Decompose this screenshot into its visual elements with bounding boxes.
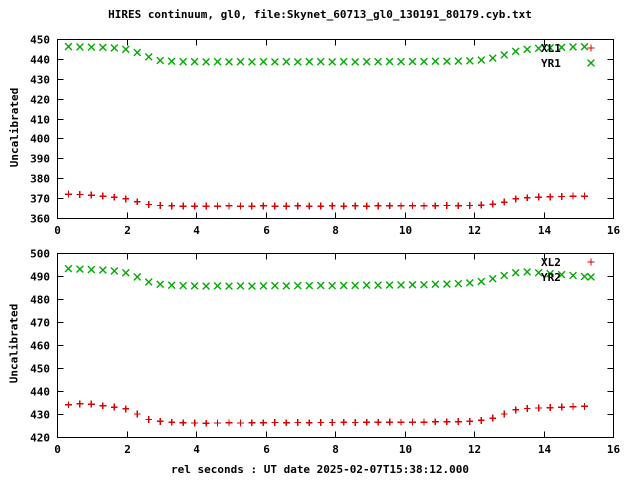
legend-label-XL2: XL2 — [541, 256, 561, 269]
x-tick-label: 6 — [263, 443, 270, 456]
y-tick-label: 420 — [30, 432, 50, 445]
y-tick-label: 480 — [30, 294, 50, 307]
x-tick-label: 2 — [124, 224, 131, 237]
y-tick-label: 370 — [30, 193, 50, 206]
x-tick-label: 12 — [468, 224, 481, 237]
page-title: HIRES continuum, gl0, file:Skynet_60713_… — [108, 8, 532, 21]
y-tick-label: 440 — [30, 54, 50, 67]
x-tick-label: 10 — [399, 224, 412, 237]
x-tick-label: 0 — [54, 443, 61, 456]
x-tick-label: 8 — [332, 224, 339, 237]
y-tick-label: 440 — [30, 386, 50, 399]
x-tick-label: 8 — [332, 443, 339, 456]
legend-label-YR1: YR1 — [541, 57, 561, 70]
series-XL1 — [65, 190, 588, 210]
y-tick-label: 410 — [30, 114, 50, 127]
y-tick-label: 500 — [30, 248, 50, 261]
y-tick-label: 490 — [30, 271, 50, 284]
legend-marker-XL1 — [587, 44, 595, 52]
plot-frame — [57, 253, 614, 438]
x-tick-label: 6 — [263, 224, 270, 237]
x-tick-label: 4 — [193, 224, 200, 237]
x-tick-label: 2 — [124, 443, 131, 456]
y-tick-label: 470 — [30, 317, 50, 330]
series-YR1 — [64, 42, 589, 66]
plot-panel-bottom: 420 430 440 450 460 470 480 490 500 0 2 4 6 8 10 12 14 16… — [30, 248, 620, 457]
legend-marker-YR2 — [587, 273, 595, 281]
plot-panel-top: 360 370 380 390 400 410 420 430 440 450 0 2 4 6 8 10 12 1… — [30, 34, 620, 238]
x-tick-label: 14 — [538, 224, 552, 237]
y-tick-label: 430 — [30, 74, 50, 87]
y-tick-label: 360 — [30, 213, 50, 226]
x-tick-label: 4 — [193, 443, 200, 456]
y-tick-label: 400 — [30, 133, 50, 146]
y-tick-label: 380 — [30, 173, 50, 186]
x-tick-label: 12 — [468, 443, 481, 456]
y-tick-label: 460 — [30, 340, 50, 353]
x-tick-label: 16 — [607, 224, 621, 237]
y-tick-label: 450 — [30, 34, 50, 47]
y-tick-label: 430 — [30, 409, 50, 422]
legend-label-YR2: YR2 — [541, 271, 561, 284]
legend-marker-XL2 — [587, 258, 595, 266]
series-YR2 — [64, 264, 589, 291]
x-tick-label: 10 — [399, 443, 412, 456]
y-tick-label: 420 — [30, 94, 50, 107]
legend-marker-YR1 — [587, 59, 595, 67]
y-tick-label: 390 — [30, 153, 50, 166]
legend-label-XL1: XL1 — [541, 42, 561, 55]
series-XL2 — [65, 400, 588, 427]
y-tick-label: 450 — [30, 363, 50, 376]
plot-frame — [57, 39, 614, 219]
x-axis-label: rel seconds : UT date 2025-02-07T15:38:1… — [170, 463, 469, 476]
x-tick-label: 14 — [538, 443, 552, 456]
x-tick-label: 0 — [54, 224, 61, 237]
x-tick-label: 16 — [607, 443, 621, 456]
